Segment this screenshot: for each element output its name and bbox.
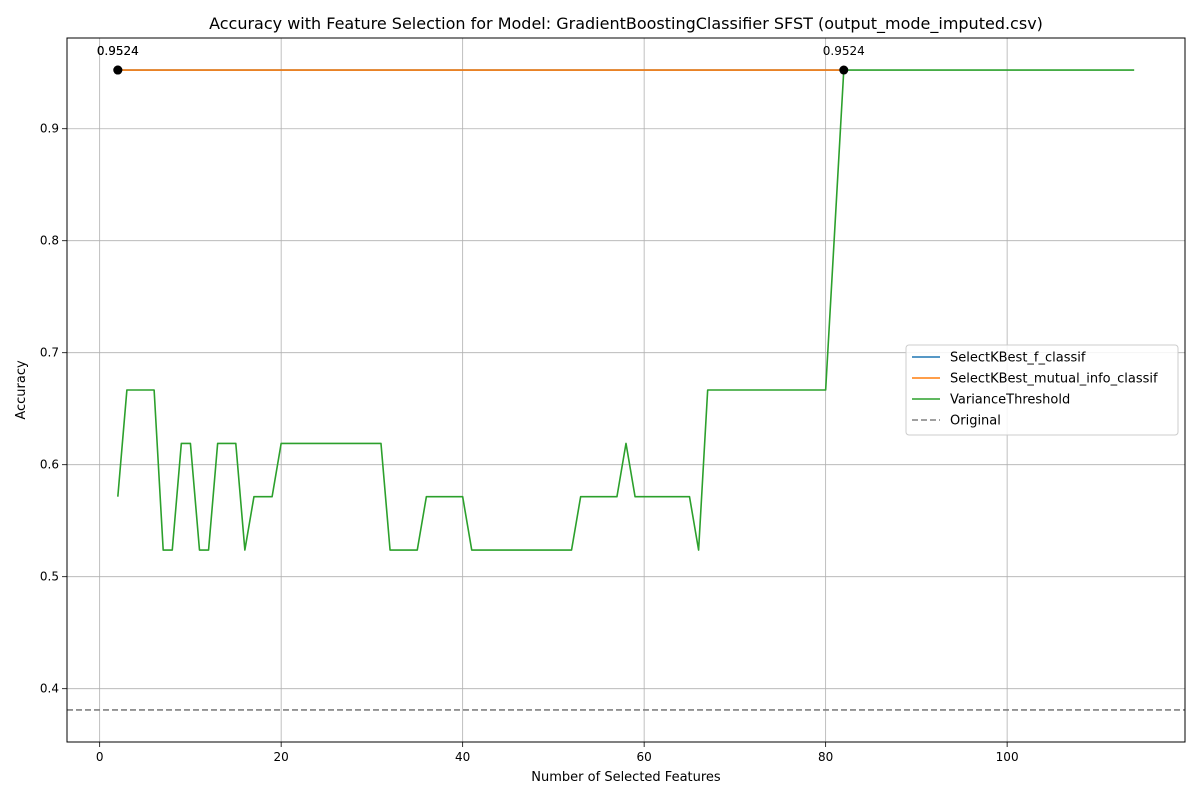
legend-label: SelectKBest_f_classif: [950, 351, 1086, 366]
y-tick-label: 0.8: [40, 234, 59, 248]
x-tick-label: 0: [96, 750, 104, 764]
x-tick-label: 100: [996, 750, 1019, 764]
best-point-marker: [113, 65, 123, 75]
best-point-label: 0.9524: [97, 44, 139, 58]
x-tick-label: 60: [637, 750, 652, 764]
y-tick-label: 0.7: [40, 346, 59, 360]
x-tick-label: 40: [455, 750, 470, 764]
y-tick-label: 0.9: [40, 122, 59, 136]
best-point-label: 0.9524: [823, 44, 865, 58]
legend-label: Original: [950, 414, 1001, 429]
series-line-variancethreshold: [117, 69, 1135, 551]
legend-label: SelectKBest_mutual_info_classif: [950, 372, 1158, 387]
series-layer: [67, 69, 1185, 711]
x-axis: 0 20 40 60 80 100: [96, 742, 1019, 764]
y-tick-label: 0.6: [40, 458, 59, 472]
best-point-label: 0.9524: [97, 44, 139, 58]
y-tick-label: 0.5: [40, 570, 59, 584]
best-point-marker: [839, 65, 849, 75]
y-axis-label: Accuracy: [14, 360, 29, 420]
legend-label: VarianceThreshold: [950, 393, 1070, 408]
y-axis: 0.4 0.5 0.6 0.7 0.8 0.9: [40, 122, 67, 696]
legend: SelectKBest_f_classif SelectKBest_mutual_…: [905, 344, 1179, 436]
plot-frame: [66, 37, 1186, 743]
x-tick-label: 80: [818, 750, 833, 764]
x-tick-label: 20: [274, 750, 289, 764]
y-tick-label: 0.4: [40, 682, 59, 696]
legend-box: [905, 344, 1179, 436]
chart-title: Accuracy with Feature Selection for Mode…: [209, 14, 1043, 34]
x-axis-label: Number of Selected Features: [531, 770, 721, 785]
